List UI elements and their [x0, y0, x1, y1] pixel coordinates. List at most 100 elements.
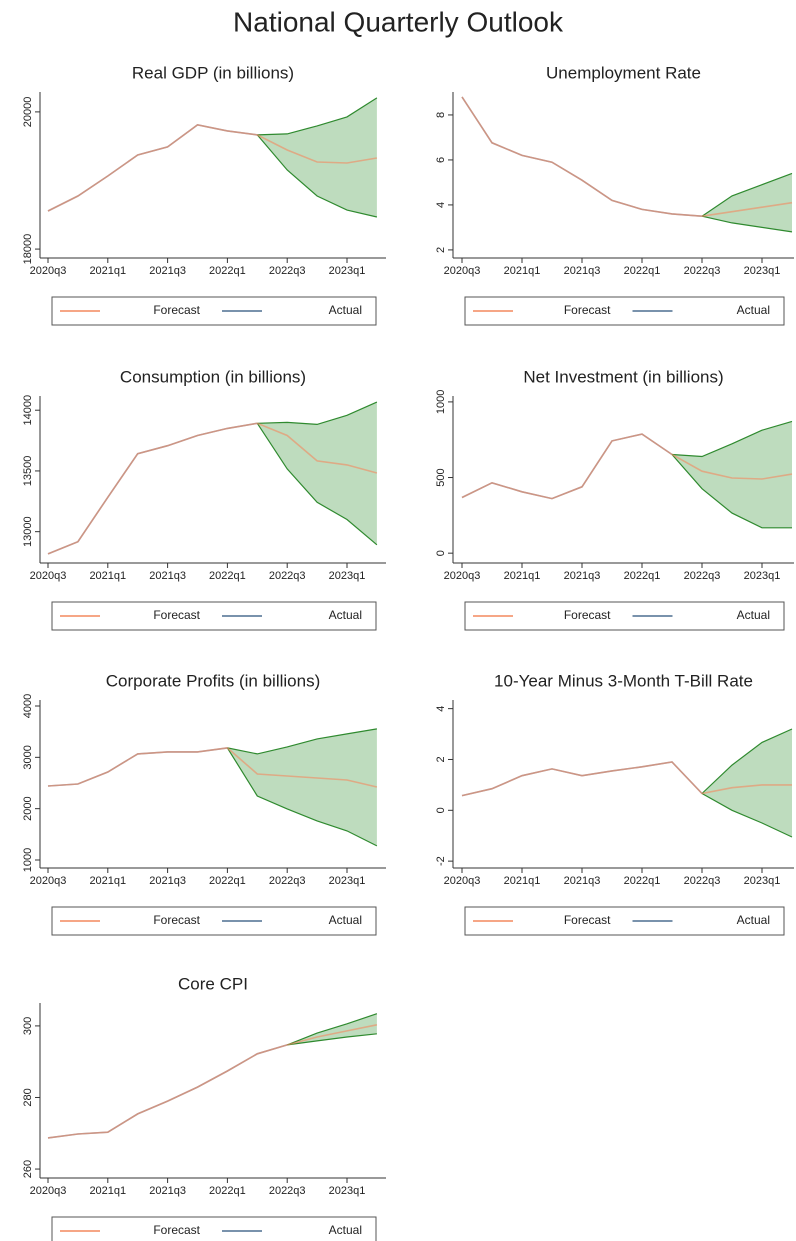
legend-label: Actual [329, 913, 362, 927]
legend-box [51, 296, 377, 326]
x-tick-label: 2020q3 [444, 570, 481, 582]
y-tick-label: 13500 [22, 456, 34, 487]
x-tick-label: 2023q1 [329, 265, 366, 277]
band-edge [257, 401, 378, 426]
x-tick-label: 2021q1 [504, 570, 541, 582]
subplot-title: Unemployment Rate [546, 63, 701, 82]
y-tick-label: 4 [435, 202, 447, 208]
subplot: Corporate Profits (in billions) 1000 2000 3… [22, 671, 386, 936]
y-tick-label: 2 [435, 756, 447, 762]
x-tick-label: 2022q3 [684, 570, 721, 582]
series-line [461, 433, 673, 500]
series-line [461, 761, 792, 797]
band-edge [701, 215, 793, 233]
band-edge [701, 792, 793, 838]
y-tick-label: 0 [435, 550, 447, 556]
legend-box [51, 601, 377, 631]
forecast-band [672, 421, 792, 528]
x-tick-label: 2022q3 [269, 570, 306, 582]
y-tick-label: 0 [435, 807, 447, 813]
x-tick-label: 2022q1 [209, 1185, 246, 1197]
legend-box [464, 601, 785, 631]
forecast-band [702, 728, 792, 837]
x-tick-label: 2022q1 [209, 570, 246, 582]
x-tick-label: 2020q3 [30, 875, 67, 887]
band-edge [701, 728, 793, 794]
y-tick-label: 4 [435, 706, 447, 712]
subplot-title: Real GDP (in billions) [132, 63, 294, 82]
legend-label: Forecast [564, 913, 611, 927]
x-tick-label: 2020q3 [30, 265, 67, 277]
legend-label: Forecast [564, 303, 611, 317]
legend-label: Actual [329, 608, 362, 622]
forecast-band [702, 173, 792, 232]
series-line [47, 422, 258, 555]
legend-box [51, 1216, 377, 1241]
x-tick-label: 2023q1 [744, 570, 781, 582]
subplot-title: 10-Year Minus 3-Month T-Bill Rate [494, 671, 753, 690]
band-edge [257, 97, 378, 136]
y-tick-label: 20000 [22, 97, 34, 128]
x-tick-label: 2021q3 [564, 265, 601, 277]
y-tick-label: 1000 [435, 390, 447, 414]
x-tick-label: 2022q3 [269, 875, 306, 887]
y-tick-label: 260 [22, 1160, 34, 1178]
x-tick-label: 2020q3 [444, 875, 481, 887]
x-tick-label: 2022q1 [209, 265, 246, 277]
y-tick-label: 6 [435, 157, 447, 163]
forecast-band [257, 402, 377, 545]
x-tick-label: 2021q1 [89, 265, 126, 277]
series-line [461, 433, 793, 500]
x-tick-label: 2023q1 [329, 875, 366, 887]
x-tick-label: 2021q3 [564, 875, 601, 887]
x-tick-label: 2021q1 [504, 875, 541, 887]
band-edge [226, 747, 378, 847]
subplot: Core CPI 260 280 300 2020q3 2021q1 2021q3 2022q… [22, 974, 386, 1241]
series-line [47, 124, 258, 212]
legend-label: Actual [737, 303, 770, 317]
legend-label: Forecast [564, 608, 611, 622]
x-tick-label: 2023q1 [329, 1185, 366, 1197]
x-tick-label: 2021q1 [89, 875, 126, 887]
forecast-band [227, 728, 377, 846]
subplot-title: Corporate Profits (in billions) [106, 671, 320, 690]
legend-box [464, 906, 785, 936]
series-line [47, 422, 378, 555]
x-tick-label: 2023q1 [744, 265, 781, 277]
legend-box [51, 906, 377, 936]
y-tick-label: 2 [435, 247, 447, 253]
x-tick-label: 2021q1 [504, 265, 541, 277]
figure-title: National Quarterly Outlook [233, 6, 564, 37]
legend-label: Actual [329, 303, 362, 317]
x-tick-label: 2022q3 [269, 1185, 306, 1197]
y-tick-label: 1000 [22, 848, 34, 872]
y-tick-label: 280 [22, 1088, 34, 1106]
x-tick-label: 2020q3 [30, 1185, 67, 1197]
subplot-title: Core CPI [178, 974, 248, 993]
legend-label: Actual [737, 913, 770, 927]
x-tick-label: 2021q3 [149, 570, 186, 582]
band-edge [227, 728, 377, 755]
x-tick-label: 2022q3 [684, 265, 721, 277]
band-edge [701, 172, 793, 217]
legend-label: Actual [329, 1223, 362, 1237]
y-tick-label: 3000 [22, 745, 34, 769]
x-tick-label: 2023q1 [744, 875, 781, 887]
x-tick-label: 2021q3 [149, 1185, 186, 1197]
y-tick-label: -2 [435, 856, 447, 866]
forecast-band [257, 97, 377, 218]
band-edge [256, 134, 378, 218]
legend-label: Forecast [153, 303, 200, 317]
series-line [47, 124, 378, 212]
band-edge [671, 420, 793, 458]
y-tick-label: 500 [435, 468, 447, 486]
legend-label: Forecast [153, 1223, 200, 1237]
y-tick-label: 8 [435, 112, 447, 118]
x-tick-label: 2022q1 [209, 875, 246, 887]
legend-label: Forecast [153, 608, 200, 622]
y-tick-label: 18000 [22, 234, 34, 265]
subplot: Real GDP (in billions) 18000 20000 2020q3 20… [22, 63, 386, 326]
subplot: 10-Year Minus 3-Month T-Bill Rate -2 0 2 4 20… [435, 671, 794, 936]
x-tick-label: 2023q1 [329, 570, 366, 582]
